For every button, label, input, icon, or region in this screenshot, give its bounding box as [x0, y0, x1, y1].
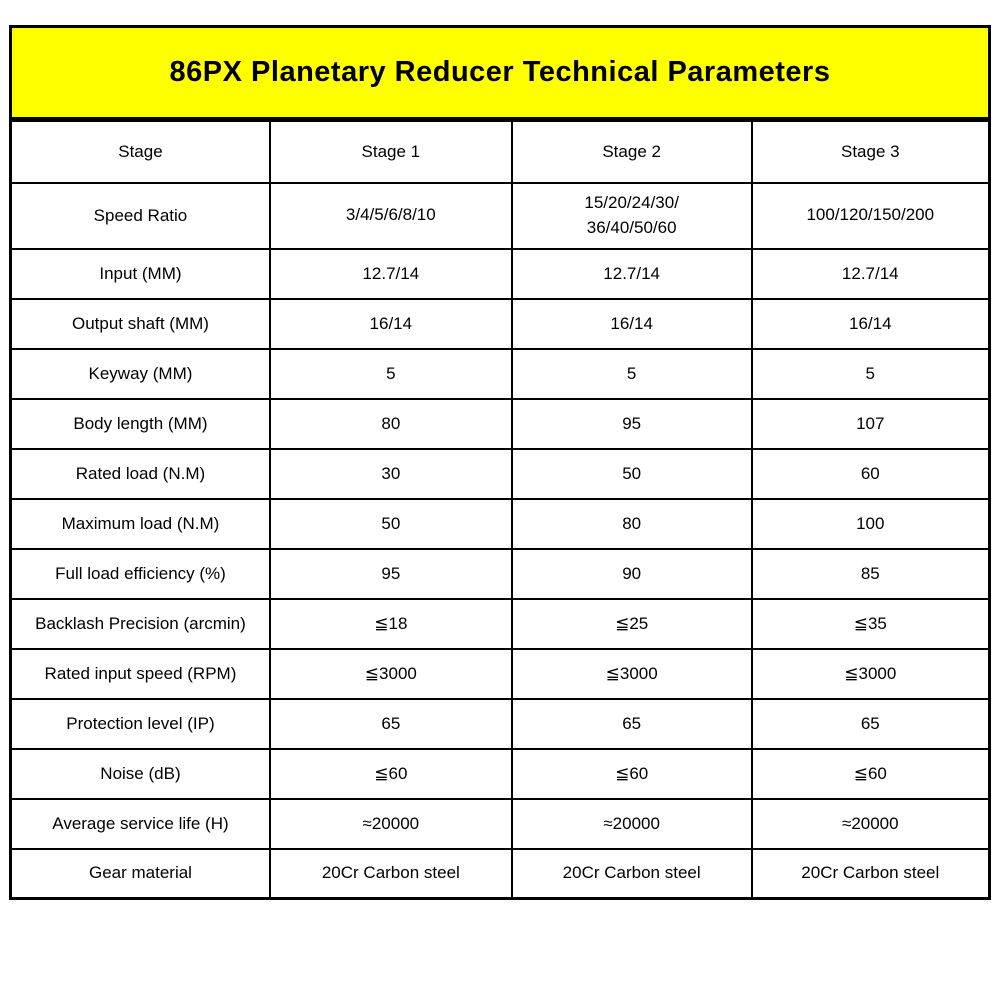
header-cell-stage-2: Stage 2 [510, 119, 753, 184]
value-cell: 65 [750, 697, 991, 750]
header-cell-stage-3: Stage 3 [750, 119, 991, 184]
value-cell: ≈20000 [510, 797, 753, 850]
value-cell: ≦35 [750, 597, 991, 650]
table-row: Backlash Precision (arcmin) ≦18 ≦25 ≦35 [9, 597, 991, 650]
table-row: Noise (dB) ≦60 ≦60 ≦60 [9, 747, 991, 800]
row-label-cell: Full load efficiency (%) [9, 547, 271, 600]
table-row: Average service life (H) ≈20000 ≈20000 ≈… [9, 797, 991, 850]
value-cell: 16/14 [268, 297, 513, 350]
value-cell: 20Cr Carbon steel [750, 847, 991, 900]
value-cell: ≦3000 [510, 647, 753, 700]
table-row: Speed Ratio 3/4/5/6/8/10 15/20/24/30/ 36… [9, 181, 991, 250]
row-label-cell: Rated load (N.M) [9, 447, 271, 500]
value-cell: 85 [750, 547, 991, 600]
value-cell: 95 [268, 547, 513, 600]
value-cell: 20Cr Carbon steel [510, 847, 753, 900]
value-cell: 5 [510, 347, 753, 400]
row-label-cell: Rated input speed (RPM) [9, 647, 271, 700]
table-row: Input (MM) 12.7/14 12.7/14 12.7/14 [9, 247, 991, 300]
table-header-row: Stage Stage 1 Stage 2 Stage 3 [9, 119, 991, 184]
row-label-cell: Body length (MM) [9, 397, 271, 450]
value-cell: 50 [268, 497, 513, 550]
value-cell: ≦3000 [268, 647, 513, 700]
value-cell: 90 [510, 547, 753, 600]
value-cell: 12.7/14 [510, 247, 753, 300]
table-row: Full load efficiency (%) 95 90 85 [9, 547, 991, 600]
table-row: Rated load (N.M) 30 50 60 [9, 447, 991, 500]
row-label-cell: Input (MM) [9, 247, 271, 300]
value-cell: 16/14 [510, 297, 753, 350]
value-cell: 95 [510, 397, 753, 450]
value-cell: ≦25 [510, 597, 753, 650]
value-cell: 12.7/14 [268, 247, 513, 300]
value-cell: 5 [750, 347, 991, 400]
table-row: Protection level (IP) 65 65 65 [9, 697, 991, 750]
value-cell: 30 [268, 447, 513, 500]
row-label-cell: Output shaft (MM) [9, 297, 271, 350]
title-banner: 86PX Planetary Reducer Technical Paramet… [9, 25, 991, 120]
table-row: Body length (MM) 80 95 107 [9, 397, 991, 450]
value-cell: ≦60 [510, 747, 753, 800]
value-cell: 50 [510, 447, 753, 500]
row-label-cell: Gear material [9, 847, 271, 900]
row-label-cell: Protection level (IP) [9, 697, 271, 750]
value-cell: ≦60 [268, 747, 513, 800]
value-cell: 16/14 [750, 297, 991, 350]
row-label-cell: Noise (dB) [9, 747, 271, 800]
table-row: Maximum load (N.M) 50 80 100 [9, 497, 991, 550]
value-cell: 20Cr Carbon steel [268, 847, 513, 900]
value-cell: 12.7/14 [750, 247, 991, 300]
value-cell: 100/120/150/200 [750, 181, 991, 250]
value-cell: ≦18 [268, 597, 513, 650]
value-cell: 15/20/24/30/ 36/40/50/60 [510, 181, 753, 250]
table-row: Rated input speed (RPM) ≦3000 ≦3000 ≦300… [9, 647, 991, 700]
value-cell: ≈20000 [750, 797, 991, 850]
spec-table: Stage Stage 1 Stage 2 Stage 3 Speed Rati… [9, 119, 991, 900]
row-label-cell: Keyway (MM) [9, 347, 271, 400]
row-label-cell: Average service life (H) [9, 797, 271, 850]
value-cell: 107 [750, 397, 991, 450]
value-cell: 100 [750, 497, 991, 550]
value-cell: 80 [268, 397, 513, 450]
row-label-cell: Maximum load (N.M) [9, 497, 271, 550]
header-cell-stage-1: Stage 1 [268, 119, 513, 184]
table-row: Keyway (MM) 5 5 5 [9, 347, 991, 400]
table-row: Output shaft (MM) 16/14 16/14 16/14 [9, 297, 991, 350]
header-cell-stage: Stage [9, 119, 271, 184]
row-label-cell: Speed Ratio [9, 181, 271, 250]
value-cell: ≦3000 [750, 647, 991, 700]
value-cell: 65 [268, 697, 513, 750]
value-cell: 60 [750, 447, 991, 500]
table-row: Gear material 20Cr Carbon steel 20Cr Car… [9, 847, 991, 900]
value-cell: 5 [268, 347, 513, 400]
row-label-cell: Backlash Precision (arcmin) [9, 597, 271, 650]
value-cell: 3/4/5/6/8/10 [268, 181, 513, 250]
value-cell: ≦60 [750, 747, 991, 800]
value-cell: 80 [510, 497, 753, 550]
value-cell: 65 [510, 697, 753, 750]
page-title: 86PX Planetary Reducer Technical Paramet… [169, 56, 831, 88]
value-cell: ≈20000 [268, 797, 513, 850]
